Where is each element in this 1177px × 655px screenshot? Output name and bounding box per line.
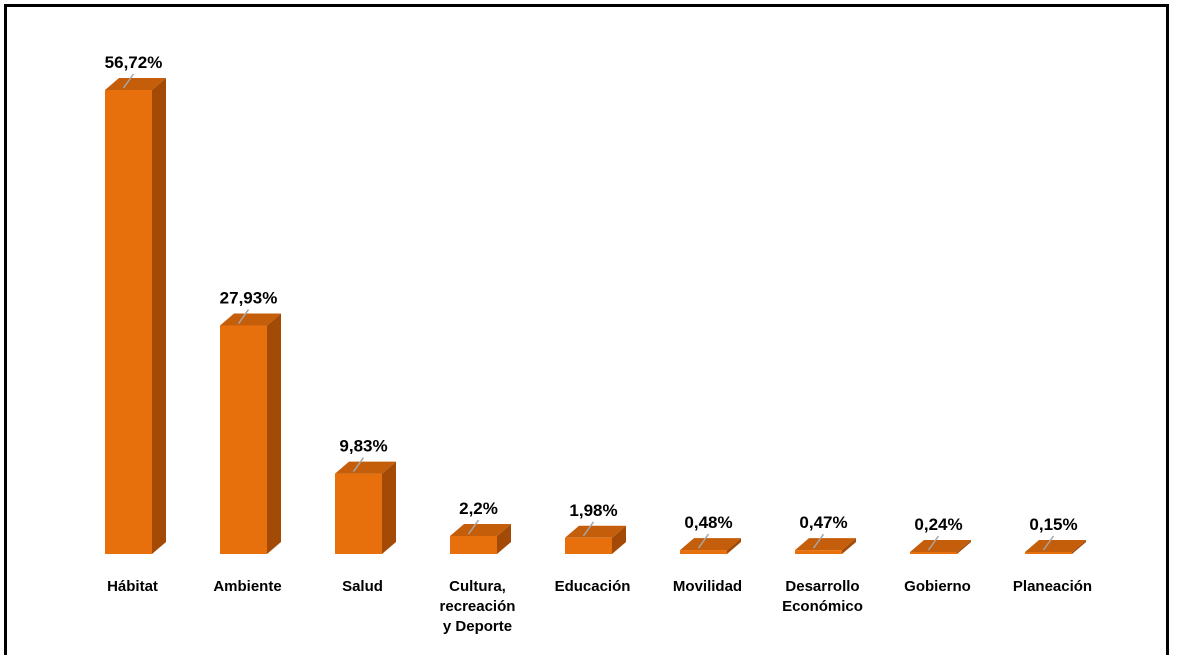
- category-label-7: Gobierno: [904, 578, 971, 595]
- category-label-line: Planeación: [1013, 578, 1092, 595]
- category-label-line: Salud: [342, 578, 383, 595]
- category-label-line: Movilidad: [673, 578, 742, 595]
- bar-side-6: [842, 538, 856, 554]
- value-label-6: 0,47%: [799, 513, 847, 532]
- leader-line-5: [697, 533, 710, 549]
- bar-front-1: [220, 325, 267, 554]
- bar-front-8: [1025, 552, 1072, 554]
- category-label-line: Hábitat: [107, 578, 158, 595]
- category-label-line: Económico: [782, 598, 863, 615]
- bar-top-4: [565, 525, 626, 538]
- bar-top-5: [680, 538, 741, 551]
- leader-line-1: [237, 309, 250, 324]
- bar-side-4: [612, 525, 626, 554]
- bar-group-4: 1,98% Educación: [555, 501, 631, 595]
- value-label-1: 27,93%: [220, 289, 278, 308]
- bar-side-0: [152, 78, 166, 554]
- bar-top-6: [795, 538, 856, 551]
- value-label-0: 56,72%: [105, 53, 163, 72]
- bar-front-2: [335, 473, 382, 554]
- bar-group-0: 56,72% Hábitat: [105, 53, 166, 595]
- bar-group-2: 9,83% Salud: [335, 437, 396, 595]
- bar-top-7: [910, 540, 971, 552]
- chart-frame: [4, 4, 1169, 655]
- bar-side-7: [957, 540, 971, 554]
- category-label-line: Educación: [555, 578, 631, 595]
- category-label-line: y Deporte: [443, 618, 512, 635]
- category-label-5: Movilidad: [673, 578, 742, 595]
- value-label-3: 2,2%: [459, 499, 498, 518]
- bar-group-8: 0,15% Planeación: [1013, 515, 1092, 595]
- bar-top-2: [335, 461, 396, 474]
- value-label-7: 0,24%: [914, 515, 962, 534]
- category-label-line: Ambiente: [213, 578, 281, 595]
- bar-side-3: [497, 524, 511, 554]
- bar-front-0: [105, 90, 152, 554]
- bar-group-7: 0,24% Gobierno: [904, 515, 971, 595]
- category-label-line: Gobierno: [904, 578, 971, 595]
- category-label-2: Salud: [342, 578, 383, 595]
- category-label-1: Ambiente: [213, 578, 281, 595]
- leader-line-4: [582, 521, 595, 537]
- bar-front-5: [680, 550, 727, 554]
- category-label-3: Cultura, recreación y Deporte: [440, 578, 516, 635]
- bar-side-2: [382, 461, 396, 554]
- value-label-8: 0,15%: [1029, 515, 1077, 534]
- value-label-5: 0,48%: [684, 513, 732, 532]
- leader-line-6: [812, 533, 825, 549]
- category-label-4: Educación: [555, 578, 631, 595]
- leader-line-8: [1042, 535, 1055, 551]
- category-label-line: recreación: [440, 598, 516, 615]
- value-label-4: 1,98%: [569, 501, 617, 520]
- bar-side-1: [267, 313, 281, 554]
- category-label-6: Desarrollo Económico: [782, 578, 863, 615]
- category-label-line: Cultura,: [449, 578, 506, 595]
- leader-line-3: [467, 519, 480, 535]
- category-label-0: Hábitat: [107, 578, 158, 595]
- bar-group-6: 0,47% Desarrollo Económico: [782, 513, 863, 615]
- bar-top-1: [220, 313, 281, 326]
- bar-group-5: 0,48% Movilidad: [673, 513, 742, 595]
- category-label-line: Desarrollo: [785, 578, 859, 595]
- value-label-2: 9,83%: [339, 437, 387, 456]
- bar-front-6: [795, 550, 842, 554]
- leader-line-2: [352, 457, 365, 473]
- bar-top-8: [1025, 540, 1086, 552]
- bar-top-3: [450, 524, 511, 537]
- bar-side-8: [1072, 540, 1086, 554]
- leader-line-7: [927, 535, 940, 551]
- bar-group-1: 27,93% Ambiente: [213, 289, 281, 595]
- bar-front-7: [910, 552, 957, 554]
- bar-side-5: [727, 538, 741, 554]
- bar-front-3: [450, 536, 497, 554]
- category-label-8: Planeación: [1013, 578, 1092, 595]
- leader-line-0: [122, 73, 135, 89]
- bar-group-3: 2,2% Cultura, recreación y Deporte: [440, 499, 516, 635]
- bar-top-0: [105, 78, 166, 90]
- bar-front-4: [565, 537, 612, 554]
